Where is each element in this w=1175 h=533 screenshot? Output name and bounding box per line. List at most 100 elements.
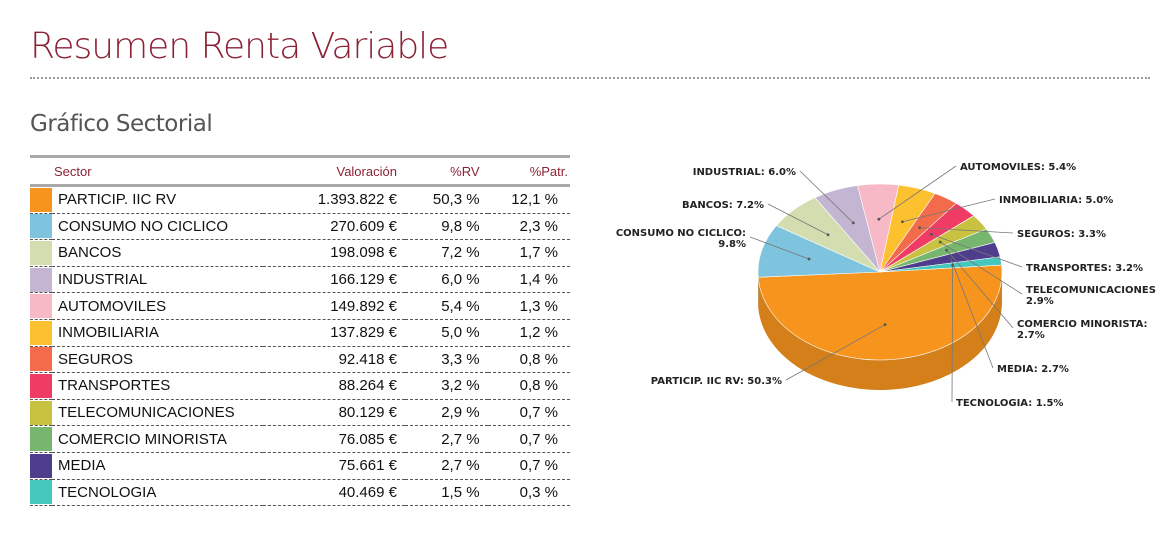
leader-line-9 (940, 241, 1023, 295)
table-row: AUTOMOVILES 149.892 €5,4 % 1,3 % (30, 292, 570, 320)
rv-percent: 5,4 % (404, 292, 488, 320)
leader-line-6 (902, 198, 996, 223)
leader-dot (826, 233, 830, 237)
pie-slice-5 (857, 183, 900, 273)
valoracion-value: 166.129 € (262, 266, 405, 294)
leader-dot (929, 232, 933, 236)
patr-percent: 1,2 % (487, 319, 570, 347)
pie-side-1 (758, 272, 1002, 391)
table-row: TECNOLOGIA 40.469 €1,5 % 0,3 % (30, 479, 570, 507)
table-row: MEDIA 75.661 €2,7 % 0,7 % (30, 452, 570, 480)
sector-name: COMERCIO MINORISTA (52, 425, 263, 453)
pie-slice-3 (775, 197, 881, 273)
rv-percent: 7,2 % (404, 239, 488, 267)
pie-slice-8 (879, 202, 975, 273)
sector-name: AUTOMOVILES (52, 292, 263, 320)
rv-percent: 2,7 % (404, 452, 488, 480)
title-divider (30, 77, 1150, 79)
leader-dot (807, 257, 811, 261)
valoracion-value: 198.098 € (262, 239, 405, 267)
table-header-row: Sector Valoración %RV %Patr. (30, 155, 570, 187)
sector-color-cell (30, 239, 52, 267)
leader-line-12 (951, 265, 954, 403)
sector-table: Sector Valoración %RV %Patr. PARTICIP. I… (30, 155, 570, 507)
leader-dot (901, 220, 904, 224)
sector-color-swatch (30, 480, 52, 505)
section-title: Gráfico Sectorial (30, 111, 213, 137)
leader-line-10 (946, 249, 1014, 329)
rv-percent: 3,2 % (404, 372, 488, 400)
leader-dot (851, 221, 855, 225)
pie-side-walls (758, 272, 1002, 391)
valoracion-value: 80.129 € (262, 399, 405, 427)
sector-color-cell (30, 399, 52, 427)
patr-percent: 1,7 % (487, 239, 570, 267)
slice-label-11: MEDIA: 2.7% (997, 364, 1069, 375)
sector-color-cell (30, 479, 52, 507)
slice-label-4: INDUSTRIAL: 6.0% (693, 167, 796, 178)
valoracion-value: 149.892 € (262, 292, 405, 320)
sector-name: SEGUROS (52, 346, 263, 374)
patr-percent: 0,8 % (487, 346, 570, 374)
table-body: PARTICIP. IIC RV 1.393.822 €50,3 % 12,1 % C… (30, 185, 570, 507)
slice-label-2: CONSUMO NO CICLICO: 9.8% (616, 228, 746, 250)
sector-name: MEDIA (52, 452, 263, 480)
pie-slice-2 (757, 225, 881, 278)
valoracion-value: 88.264 € (262, 372, 405, 400)
patr-percent: 0,7 % (487, 452, 570, 480)
sector-color-cell (30, 452, 52, 480)
table-row: PARTICIP. IIC RV 1.393.822 €50,3 % 12,1 % (30, 185, 570, 214)
pie-slice-11 (879, 242, 1001, 273)
sector-color-swatch (30, 240, 52, 265)
valoracion-value: 1.393.822 € (262, 185, 405, 214)
patr-percent: 0,8 % (487, 372, 570, 400)
rv-percent: 2,7 % (404, 425, 488, 453)
leader-dot (951, 263, 955, 267)
sector-color-cell (30, 292, 52, 320)
sector-name: TRANSPORTES (52, 372, 263, 400)
table-row: BANCOS 198.098 €7,2 % 1,7 % (30, 239, 570, 267)
sector-color-swatch (30, 267, 52, 292)
rv-percent: 9,8 % (404, 213, 488, 241)
leader-dot (938, 240, 942, 244)
pie-labels: PARTICIP. IIC RV: 50.3% CONSUMO NO CICLIC… (616, 162, 1156, 409)
table-row: TELECOMUNICACIONES 80.129 €2,9 % 0,7 % (30, 399, 570, 427)
patr-percent: 1,3 % (487, 292, 570, 320)
rv-percent: 6,0 % (404, 266, 488, 294)
sector-color-cell (30, 346, 52, 374)
slice-label-6: INMOBILIARIA: 5.0% (999, 195, 1113, 206)
leader-line-11 (950, 258, 994, 369)
sector-color-swatch (30, 320, 52, 345)
patr-percent: 12,1 % (487, 185, 570, 214)
valoracion-value: 92.418 € (262, 346, 405, 374)
sector-color-swatch (30, 187, 52, 212)
sector-color-swatch (30, 347, 52, 372)
leader-line-3 (767, 203, 829, 236)
sector-color-swatch (30, 373, 52, 398)
sector-color-cell (30, 425, 52, 453)
pie-slice-9 (879, 215, 987, 273)
table-row: TRANSPORTES 88.264 €3,2 % 0,8 % (30, 372, 570, 400)
header-patr: %Patr. (487, 155, 570, 187)
sector-name: PARTICIP. IIC RV (52, 185, 263, 214)
sector-name: TECNOLOGIA (52, 479, 263, 507)
sector-table-container: Sector Valoración %RV %Patr. PARTICIP. I… (30, 155, 570, 507)
sector-color-cell (30, 185, 52, 214)
pie-slice-6 (879, 184, 936, 273)
patr-percent: 0,3 % (487, 479, 570, 507)
leader-dot (883, 323, 887, 327)
valoracion-value: 75.661 € (262, 452, 405, 480)
sector-name: INMOBILIARIA (52, 319, 263, 347)
pie-slice-10 (879, 228, 996, 273)
patr-percent: 0,7 % (487, 425, 570, 453)
pie-slice-1 (757, 264, 1003, 361)
table-row: SEGUROS 92.418 €3,3 % 0,8 % (30, 346, 570, 374)
sector-color-cell (30, 319, 52, 347)
header-sector: Sector (30, 155, 263, 187)
leader-line-2 (749, 236, 810, 260)
slice-label-9: TELECOMUNICACIONES 2.9% (1026, 285, 1156, 307)
sector-color-cell (30, 213, 52, 241)
sector-name: INDUSTRIAL (52, 266, 263, 294)
sector-name: TELECOMUNICACIONES (52, 399, 263, 427)
leader-line-5 (878, 165, 957, 220)
